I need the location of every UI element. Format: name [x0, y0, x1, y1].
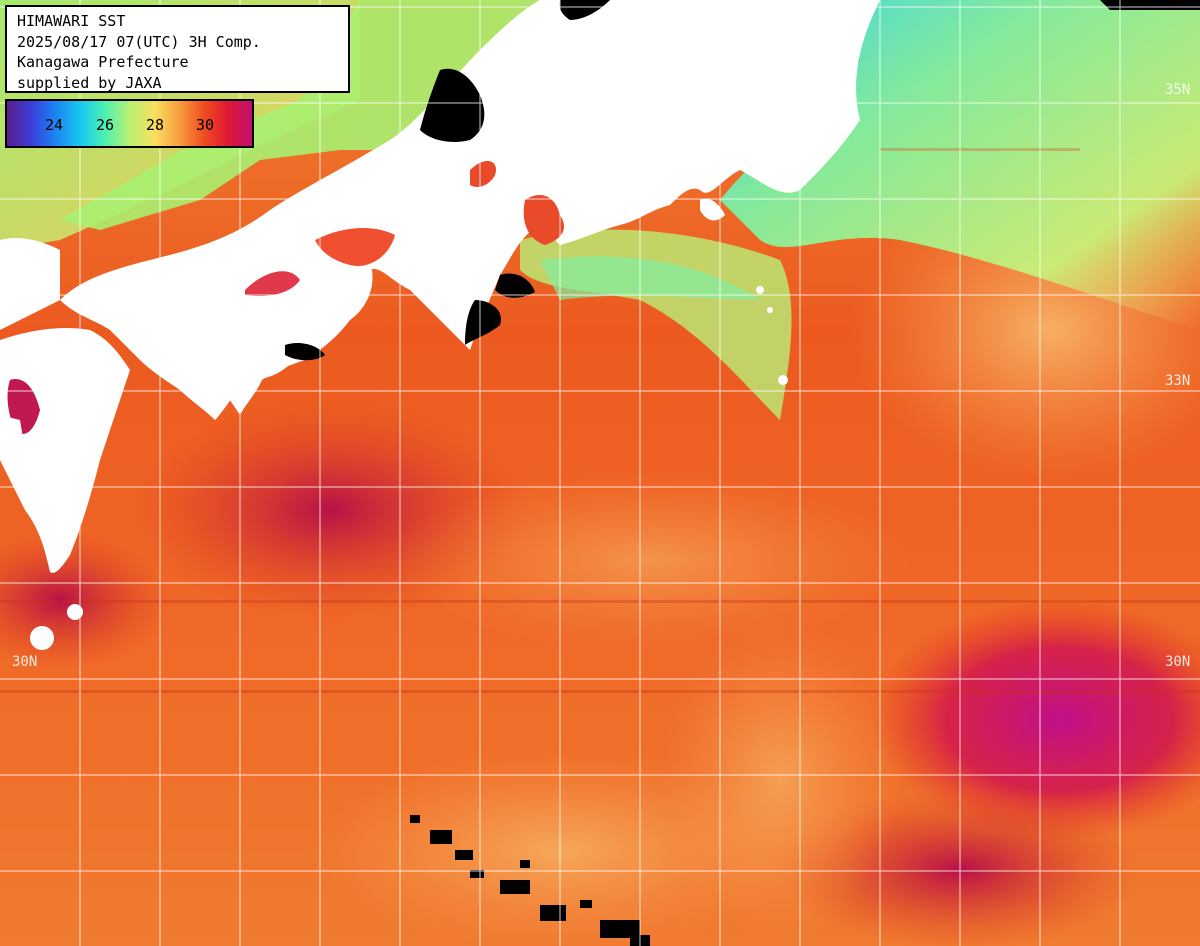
land [0, 0, 880, 650]
land-west-coast [0, 238, 60, 330]
title-credit: supplied by JAXA [17, 73, 162, 92]
lat-label-30n-left: 30N [12, 654, 38, 670]
legend-tick-28: 28 [146, 116, 165, 134]
land-kyushu [0, 328, 130, 573]
title-product: HIMAWARI SST [17, 12, 126, 30]
coastal-warm-patches [0, 160, 565, 455]
legend-tick-26: 26 [96, 116, 115, 134]
title-datetime: 2025/08/17 07(UTC) 3H Comp. [17, 32, 261, 51]
legend-tick-24: 24 [45, 116, 64, 134]
lat-label-30n-right: 30N [1165, 654, 1191, 670]
lat-label-33n: 33N [1165, 373, 1191, 389]
cloud-mask [285, 0, 1200, 946]
title-box: HIMAWARI SST 2025/08/17 07(UTC) 3H Comp.… [5, 5, 350, 93]
land-shikoku [185, 260, 373, 415]
legend-tick-30: 30 [196, 116, 215, 134]
lat-label-35n: 35N [1165, 82, 1191, 98]
color-legend: 24 26 28 30 [5, 99, 254, 148]
title-agency: Kanagawa Prefecture [17, 53, 189, 71]
